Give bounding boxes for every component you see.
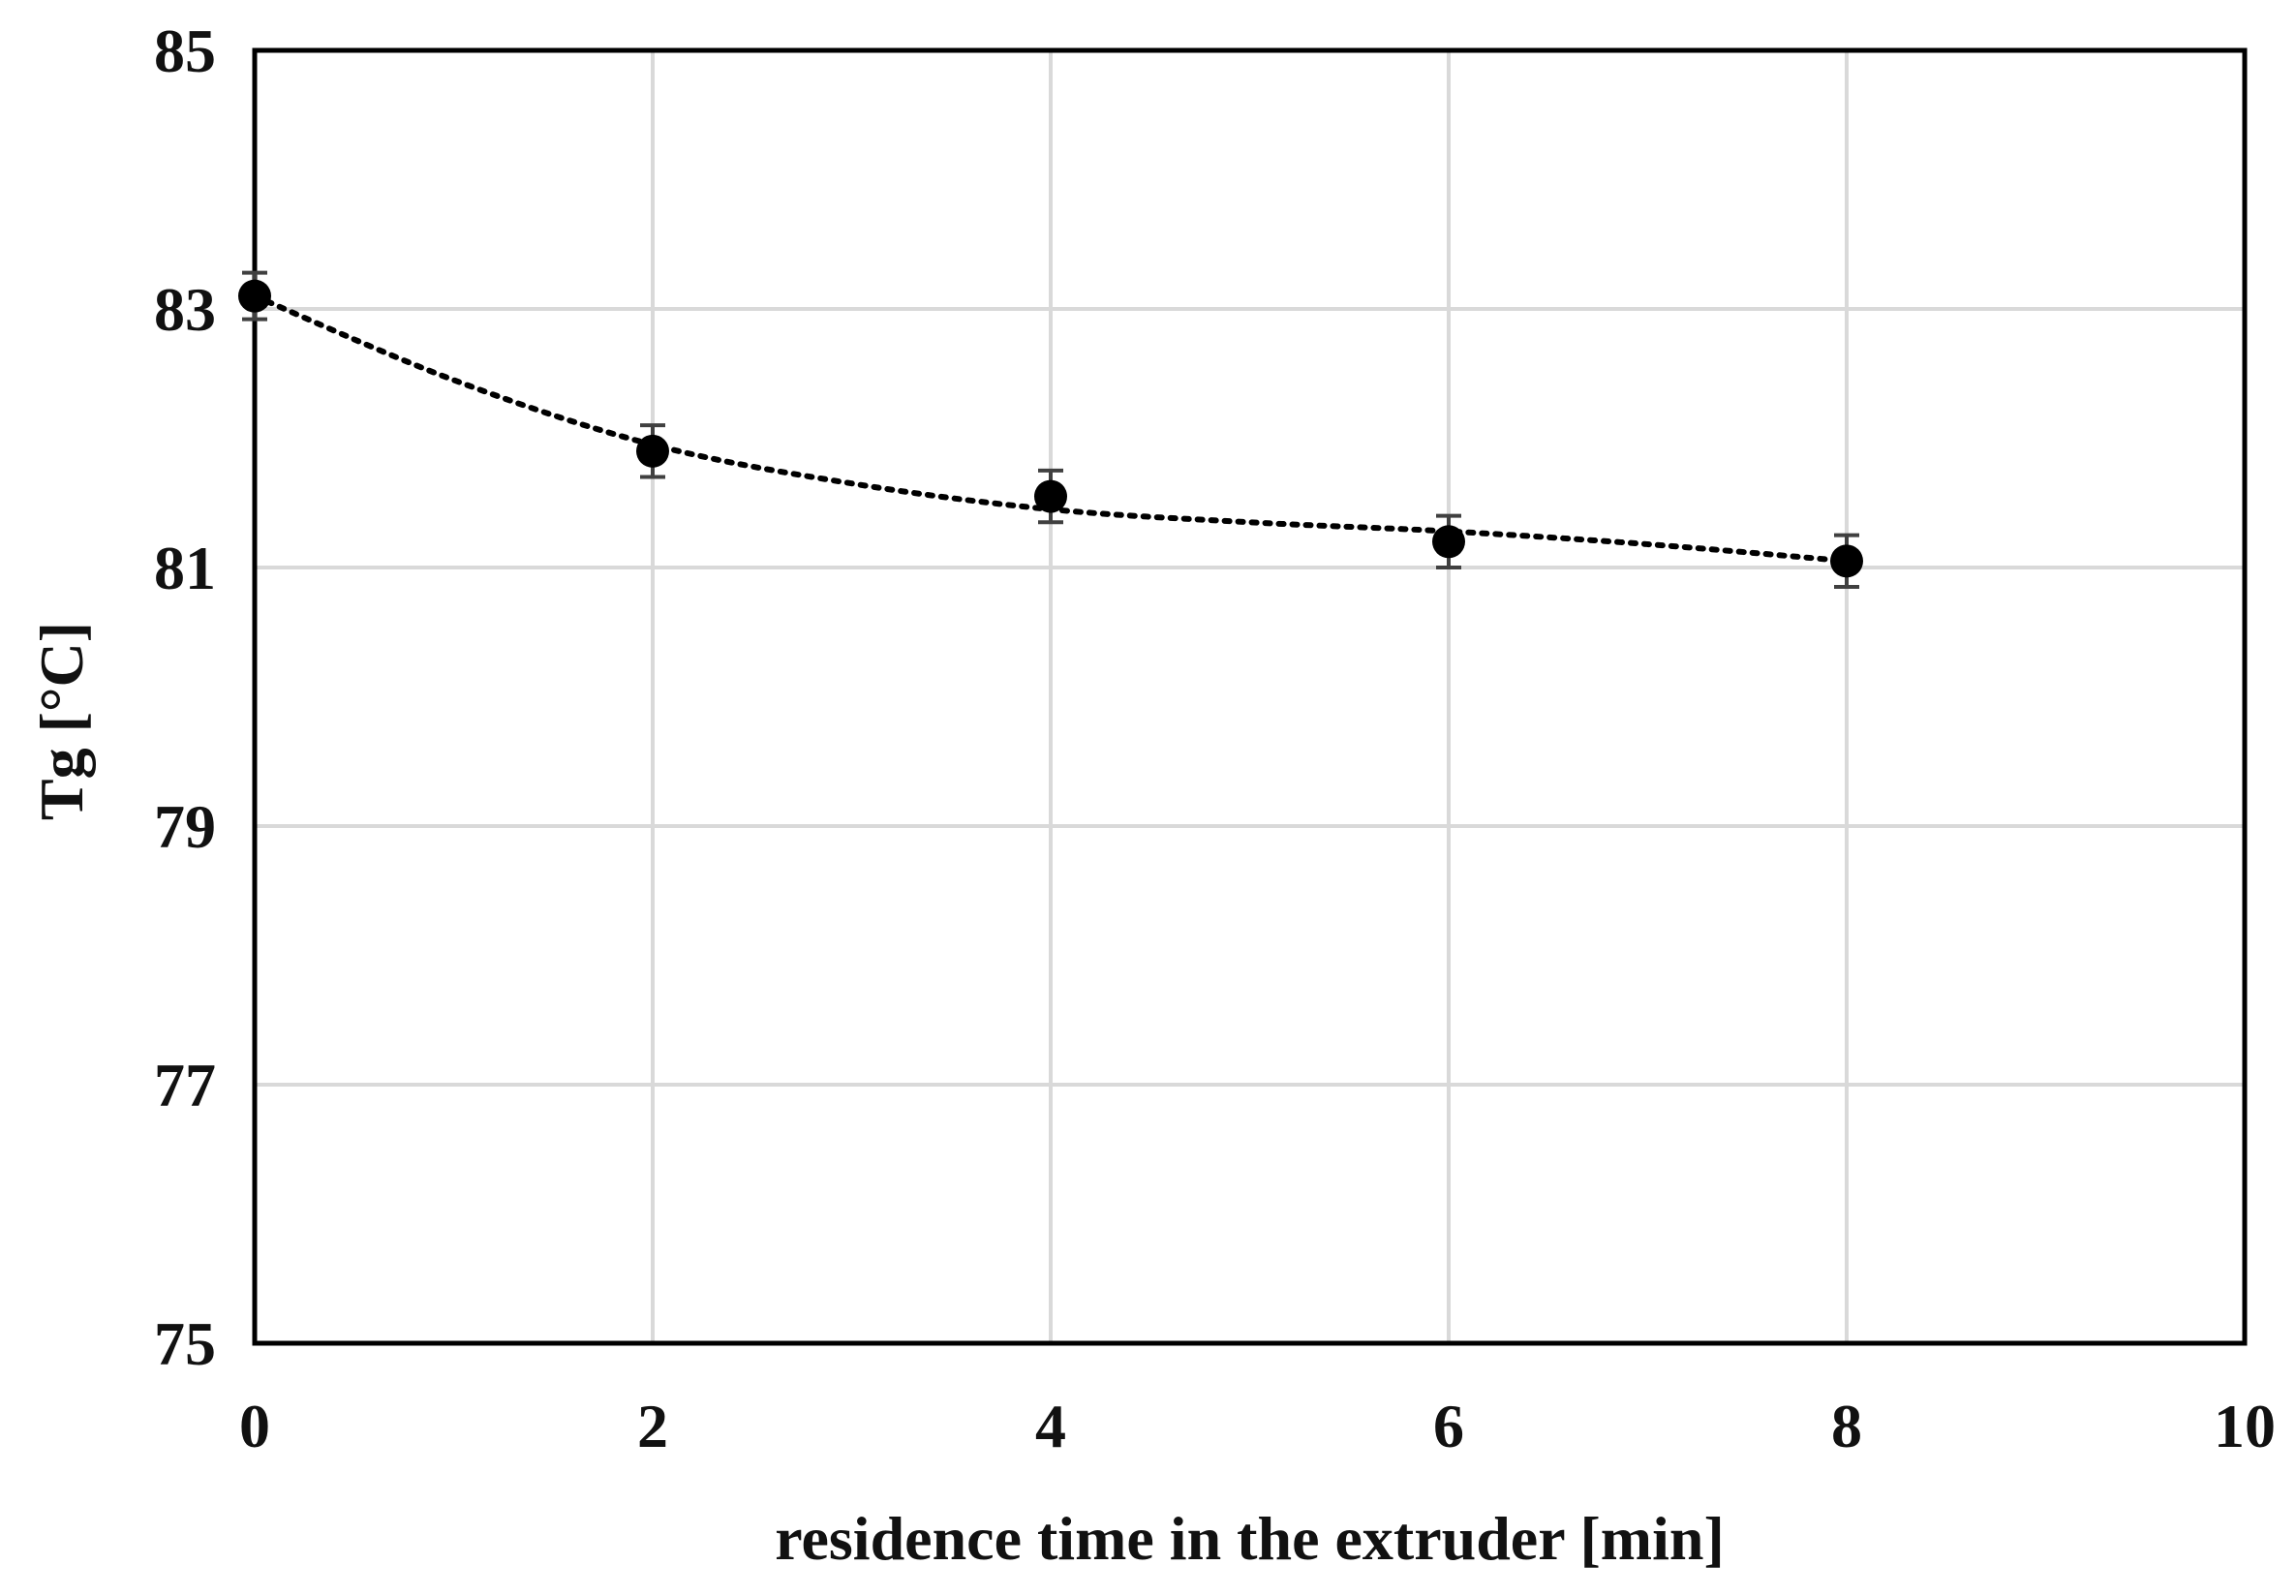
x-tick-labels: 0 2 4 6 8 10 bbox=[239, 1392, 2276, 1460]
grid bbox=[253, 48, 2247, 1345]
x-tick-label: 2 bbox=[637, 1392, 668, 1460]
y-tick-label: 79 bbox=[154, 792, 216, 861]
x-tick-label: 10 bbox=[2214, 1392, 2276, 1460]
y-tick-labels: 75 77 79 81 83 85 bbox=[154, 16, 216, 1378]
plot-area-frame bbox=[252, 47, 2248, 1346]
data-point bbox=[1830, 544, 1863, 578]
data-point bbox=[1034, 479, 1067, 513]
x-axis-title: residence time in the extruder [min] bbox=[775, 1504, 1725, 1573]
data-markers bbox=[238, 279, 1863, 578]
data-point bbox=[636, 434, 669, 468]
x-tick-label: 0 bbox=[239, 1392, 270, 1460]
y-tick-label: 83 bbox=[154, 275, 216, 344]
y-tick-label: 81 bbox=[154, 534, 216, 602]
data-point bbox=[238, 279, 271, 313]
x-tick-label: 6 bbox=[1433, 1392, 1464, 1460]
y-tick-label: 85 bbox=[154, 16, 216, 85]
y-tick-label: 77 bbox=[154, 1051, 216, 1120]
y-axis-title: Tg [°C] bbox=[27, 622, 96, 820]
data-point bbox=[1432, 525, 1465, 559]
x-tick-label: 4 bbox=[1035, 1392, 1066, 1460]
y-tick-label: 75 bbox=[154, 1309, 216, 1378]
x-tick-label: 8 bbox=[1831, 1392, 1862, 1460]
